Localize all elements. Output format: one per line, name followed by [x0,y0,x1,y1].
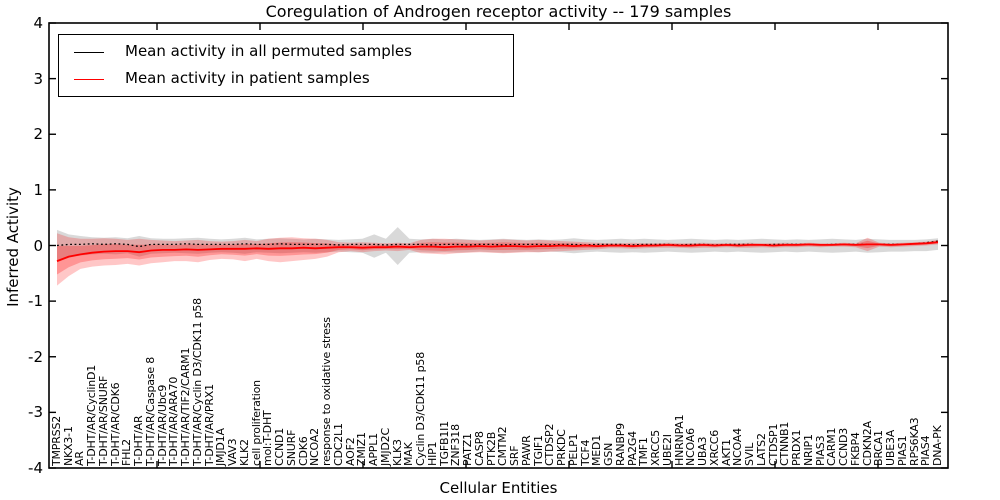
y-tick-label: -3 [28,403,43,422]
x-tick-label: DNA-PK [931,425,944,466]
x-tick-label: LATS2 [754,433,768,466]
x-tick-label: UBE2I [660,434,674,466]
legend-line-red [74,79,104,80]
legend-line-black [74,52,104,53]
chart-title: Coregulation of Androgen receptor activi… [265,2,732,21]
y-tick-label: -2 [28,347,43,366]
y-tick-label: -1 [28,292,43,311]
legend-entry-permuted: Mean activity in all permuted samples [59,39,513,66]
y-tick-label: 4 [33,14,43,32]
legend-label: Mean activity in all permuted samples [125,42,412,60]
y-tick-label: -4 [28,459,43,477]
y-tick-label: 3 [33,69,43,88]
y-tick-label: 2 [33,125,43,144]
legend-label: Mean activity in patient samples [125,69,370,87]
x-tick-label: NRIP1 [801,434,815,466]
y-tick-label: 0 [33,236,43,255]
series-line [56,241,939,262]
confidence-band [57,233,938,286]
legend: Mean activity in all permuted samples Me… [58,34,514,97]
x-tick-label: FKBP4 [848,432,862,466]
x-tick-label: XRCC6 [707,430,721,466]
x-axis-label: Cellular Entities [439,479,558,497]
legend-entry-patient: Mean activity in patient samples [59,66,513,93]
x-tick-label: PIAS1 [895,435,909,466]
y-tick-label: 1 [33,180,43,199]
